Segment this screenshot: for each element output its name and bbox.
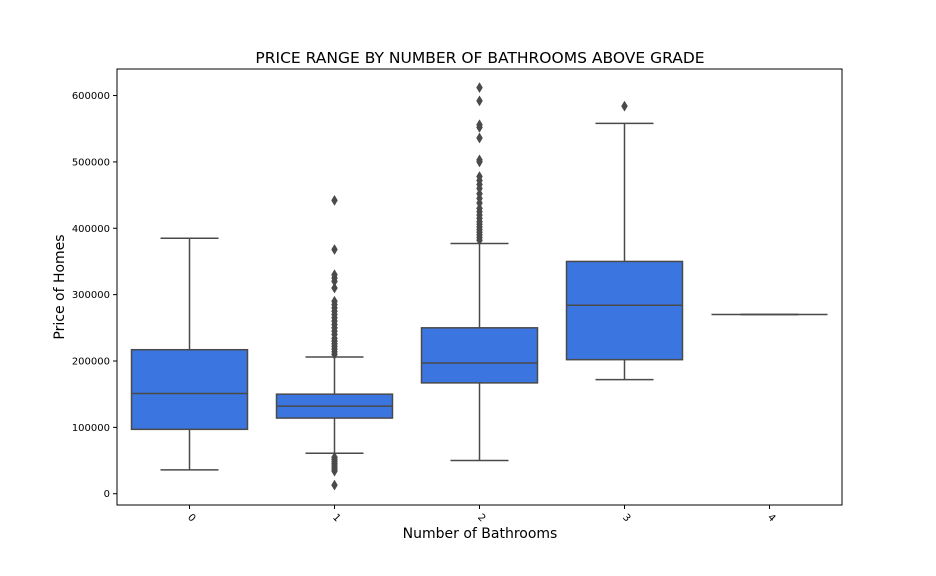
y-tick-label: 400000 bbox=[72, 224, 110, 235]
outlier-point bbox=[331, 479, 338, 491]
outlier-point bbox=[476, 95, 483, 107]
outlier-point bbox=[476, 82, 483, 94]
outlier-point bbox=[476, 171, 483, 182]
outlier-point bbox=[331, 451, 338, 463]
y-tick-label: 300000 bbox=[72, 290, 110, 301]
outlier-point bbox=[331, 295, 338, 307]
outlier-point bbox=[476, 154, 483, 166]
plot-frame bbox=[116, 68, 843, 506]
box-2 bbox=[420, 327, 539, 384]
box-0 bbox=[130, 348, 249, 431]
y-tick-label: 200000 bbox=[72, 356, 110, 367]
outlier-point bbox=[331, 282, 338, 294]
outlier-point bbox=[476, 132, 483, 144]
y-tick-label: 500000 bbox=[72, 157, 110, 168]
box-3 bbox=[565, 260, 684, 361]
outlier-point bbox=[331, 244, 338, 255]
outlier-point bbox=[621, 100, 628, 112]
y-tick-label: 0 bbox=[104, 489, 110, 500]
outlier-point bbox=[331, 269, 338, 281]
outlier-point bbox=[331, 194, 338, 206]
chart-title: PRICE RANGE BY NUMBER OF BATHROOMS ABOVE… bbox=[255, 49, 704, 67]
outlier-point bbox=[476, 119, 483, 131]
x-axis-label: Number of Bathrooms bbox=[403, 526, 558, 542]
y-tick-label: 100000 bbox=[72, 423, 110, 434]
y-tick-label: 600000 bbox=[72, 91, 110, 102]
y-axis-label: Price of Homes bbox=[52, 234, 68, 339]
